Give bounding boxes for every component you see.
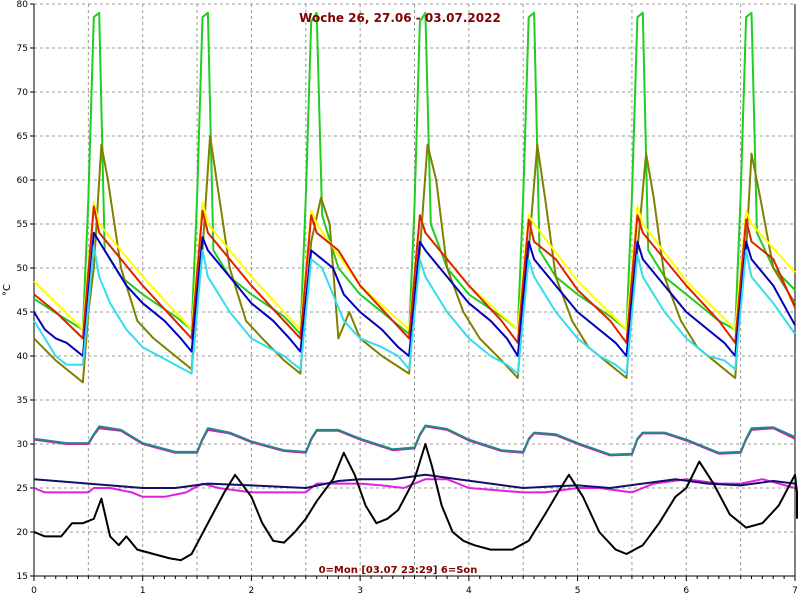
y-axis-label: °C	[2, 284, 13, 296]
y-tick-label-15: 15	[17, 572, 28, 582]
series-line-11	[33, 443, 798, 562]
y-tick-label-45: 45	[17, 308, 28, 318]
x-tick-label-0: 0	[31, 586, 37, 596]
y-tick-label-70: 70	[17, 88, 29, 98]
x-tick-label-3: 3	[357, 586, 363, 596]
x-tick-label-6: 6	[683, 586, 689, 596]
y-tick-label-50: 50	[17, 264, 29, 274]
y-tick-label-60: 60	[17, 176, 29, 186]
x-tick-label-1: 1	[140, 586, 146, 596]
y-tick-label-20: 20	[17, 528, 29, 538]
x-tick-label-5: 5	[575, 586, 581, 596]
x-tick-label-4: 4	[466, 586, 472, 596]
y-tick-label-25: 25	[17, 484, 28, 494]
chart-footer-note: 0=Mon [03.07 23:29] 6=Son	[319, 565, 478, 576]
series-line-2	[33, 135, 796, 384]
series-line-4	[33, 205, 796, 344]
series-line-9	[33, 478, 796, 498]
series-line-6	[33, 245, 796, 375]
y-tick-label-30: 30	[17, 440, 29, 450]
series-group	[33, 11, 798, 562]
y-tick-label-35: 35	[17, 396, 28, 406]
y-tick-label-55: 55	[17, 220, 28, 230]
series-line-10	[33, 473, 796, 489]
y-tick-label-40: 40	[17, 352, 29, 362]
y-tick-label-65: 65	[17, 132, 28, 142]
series-line-5	[33, 231, 796, 357]
x-tick-label-2: 2	[249, 586, 255, 596]
x-tick-label-7: 7	[792, 586, 798, 596]
y-tick-label-80: 80	[17, 0, 29, 10]
chart-title: Woche 26, 27.06 - 03.07.2022	[299, 11, 501, 25]
y-tick-label-75: 75	[17, 44, 28, 54]
series-line-8	[33, 424, 796, 456]
series-line-1	[33, 11, 796, 335]
